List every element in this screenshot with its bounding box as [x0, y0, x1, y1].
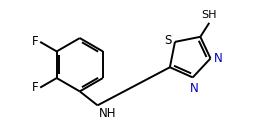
Text: N: N	[190, 82, 198, 95]
Text: SH: SH	[201, 10, 217, 20]
Text: N: N	[214, 52, 222, 65]
Text: S: S	[164, 34, 171, 47]
Text: F: F	[32, 35, 39, 48]
Text: NH: NH	[99, 107, 116, 120]
Text: F: F	[32, 81, 39, 94]
